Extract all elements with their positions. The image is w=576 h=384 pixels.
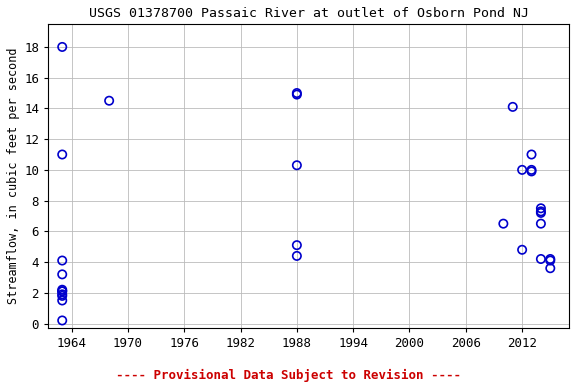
Point xyxy=(545,257,555,263)
Point xyxy=(292,162,301,168)
Point xyxy=(536,210,545,216)
Point xyxy=(104,98,113,104)
Point xyxy=(527,168,536,174)
Title: USGS 01378700 Passaic River at outlet of Osborn Pond NJ: USGS 01378700 Passaic River at outlet of… xyxy=(89,7,529,20)
Point xyxy=(536,208,545,214)
Point xyxy=(58,288,67,295)
Point xyxy=(58,271,67,277)
Point xyxy=(58,44,67,50)
Point xyxy=(58,151,67,157)
Point xyxy=(536,220,545,227)
Point xyxy=(292,90,301,96)
Point xyxy=(527,167,536,173)
Point xyxy=(536,256,545,262)
Point xyxy=(58,318,67,324)
Point xyxy=(517,247,526,253)
Point xyxy=(292,253,301,259)
Point xyxy=(527,151,536,157)
Point xyxy=(292,91,301,98)
Point xyxy=(517,167,526,173)
Point xyxy=(58,287,67,293)
Point xyxy=(292,242,301,248)
Point xyxy=(58,298,67,304)
Text: ---- Provisional Data Subject to Revision ----: ---- Provisional Data Subject to Revisio… xyxy=(116,369,460,382)
Y-axis label: Streamflow, in cubic feet per second: Streamflow, in cubic feet per second xyxy=(7,48,20,304)
Point xyxy=(536,205,545,211)
Point xyxy=(545,256,555,262)
Point xyxy=(58,288,67,295)
Point xyxy=(58,293,67,299)
Point xyxy=(58,257,67,263)
Point xyxy=(508,104,517,110)
Point xyxy=(499,220,508,227)
Point xyxy=(545,265,555,271)
Point xyxy=(58,291,67,298)
